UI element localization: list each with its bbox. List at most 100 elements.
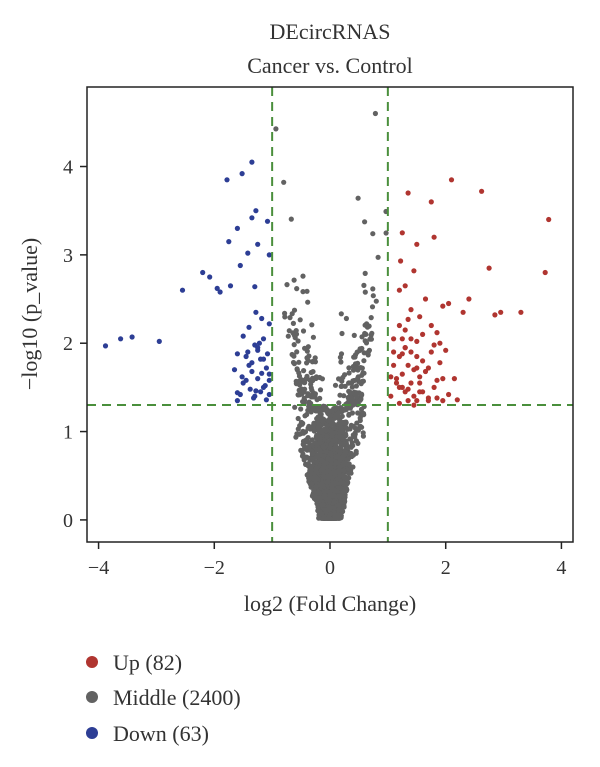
middle-point: [352, 434, 358, 440]
down-point: [227, 283, 234, 289]
x-tick-label: 0: [325, 557, 335, 579]
middle-point: [341, 393, 347, 399]
up-point: [518, 309, 524, 315]
middle-point: [353, 448, 359, 454]
middle-point: [340, 440, 347, 447]
middle-point: [297, 392, 303, 398]
middle-point: [304, 472, 310, 478]
middle-point: [295, 415, 301, 422]
middle-point: [304, 355, 310, 361]
down-point: [252, 284, 258, 290]
middle-point: [342, 481, 349, 488]
x-tick-label: −2: [204, 557, 225, 579]
up-point: [440, 398, 446, 404]
middle-point: [354, 349, 360, 355]
y-axis-label: −log10 (p_value): [17, 238, 42, 390]
middle-point: [321, 494, 327, 500]
up-point: [408, 380, 414, 386]
up-point: [446, 391, 452, 398]
up-point: [454, 397, 460, 403]
down-point: [234, 398, 240, 404]
middle-point: [339, 378, 345, 384]
middle-point: [338, 424, 344, 430]
middle-point: [310, 334, 316, 340]
middle-point: [336, 493, 342, 499]
middle-point: [333, 446, 339, 452]
up-point: [405, 398, 411, 404]
middle-point: [369, 330, 375, 336]
middle-point: [332, 515, 338, 521]
middle-point: [321, 407, 327, 413]
up-point: [425, 365, 431, 371]
middle-point: [337, 354, 343, 360]
middle-point: [353, 383, 359, 389]
middle-point: [289, 311, 295, 317]
up-point: [396, 322, 402, 329]
up-point: [479, 188, 485, 194]
middle-point: [327, 504, 333, 511]
middle-point: [345, 456, 351, 462]
middle-point: [348, 444, 354, 450]
legend-label-down: Down (63): [113, 721, 209, 746]
middle-point: [361, 412, 367, 418]
down-point: [240, 333, 246, 339]
middle-point: [304, 437, 310, 443]
up-point: [431, 234, 437, 240]
legend-marker-down: [86, 727, 98, 739]
up-point: [408, 307, 414, 313]
middle-point: [320, 501, 326, 508]
middle-point: [340, 472, 346, 478]
middle-point: [350, 398, 357, 404]
middle-point: [383, 230, 389, 236]
middle-point: [343, 315, 349, 322]
middle-point: [305, 407, 311, 413]
middle-point: [296, 359, 302, 365]
middle-point: [329, 493, 335, 499]
middle-point: [359, 334, 365, 340]
up-point: [405, 190, 411, 196]
middle-point: [363, 340, 370, 346]
middle-point: [331, 406, 337, 412]
up-point: [440, 303, 446, 309]
down-point: [224, 177, 230, 183]
middle-point: [291, 277, 297, 283]
middle-point: [297, 382, 303, 388]
up-point: [388, 393, 394, 399]
down-point: [156, 338, 162, 344]
down-point: [252, 393, 258, 399]
down-point: [259, 370, 265, 376]
middle-point: [332, 382, 339, 388]
down-point: [243, 353, 249, 360]
middle-point: [295, 426, 301, 432]
middle-point: [311, 428, 317, 434]
down-point: [246, 324, 252, 330]
middle-point: [351, 332, 357, 338]
down-point: [247, 386, 253, 392]
middle-point: [293, 378, 299, 384]
middle-point: [344, 426, 350, 432]
middle-point: [347, 390, 353, 396]
middle-point: [350, 367, 357, 373]
up-point: [417, 314, 423, 320]
middle-point: [293, 328, 299, 334]
middle-point: [305, 455, 311, 461]
middle-point: [309, 451, 315, 457]
middle-point: [304, 373, 310, 379]
middle-point: [321, 453, 327, 459]
middle-point: [365, 349, 371, 355]
x-axis: −4 −2 0 2 4: [88, 542, 566, 579]
down-point: [179, 287, 186, 293]
y-tick-label: 4: [63, 157, 73, 179]
down-point: [129, 334, 135, 340]
up-point: [417, 389, 423, 395]
middle-point: [338, 383, 344, 389]
x-tick-label: 2: [441, 557, 451, 579]
down-point: [102, 343, 109, 349]
chart-title: DEcircRNAS: [270, 19, 391, 44]
down-point: [259, 315, 265, 322]
middle-point: [355, 360, 361, 366]
down-point: [266, 377, 272, 383]
middle-point: [300, 273, 306, 279]
middle-point: [341, 488, 348, 494]
middle-point: [314, 416, 320, 422]
